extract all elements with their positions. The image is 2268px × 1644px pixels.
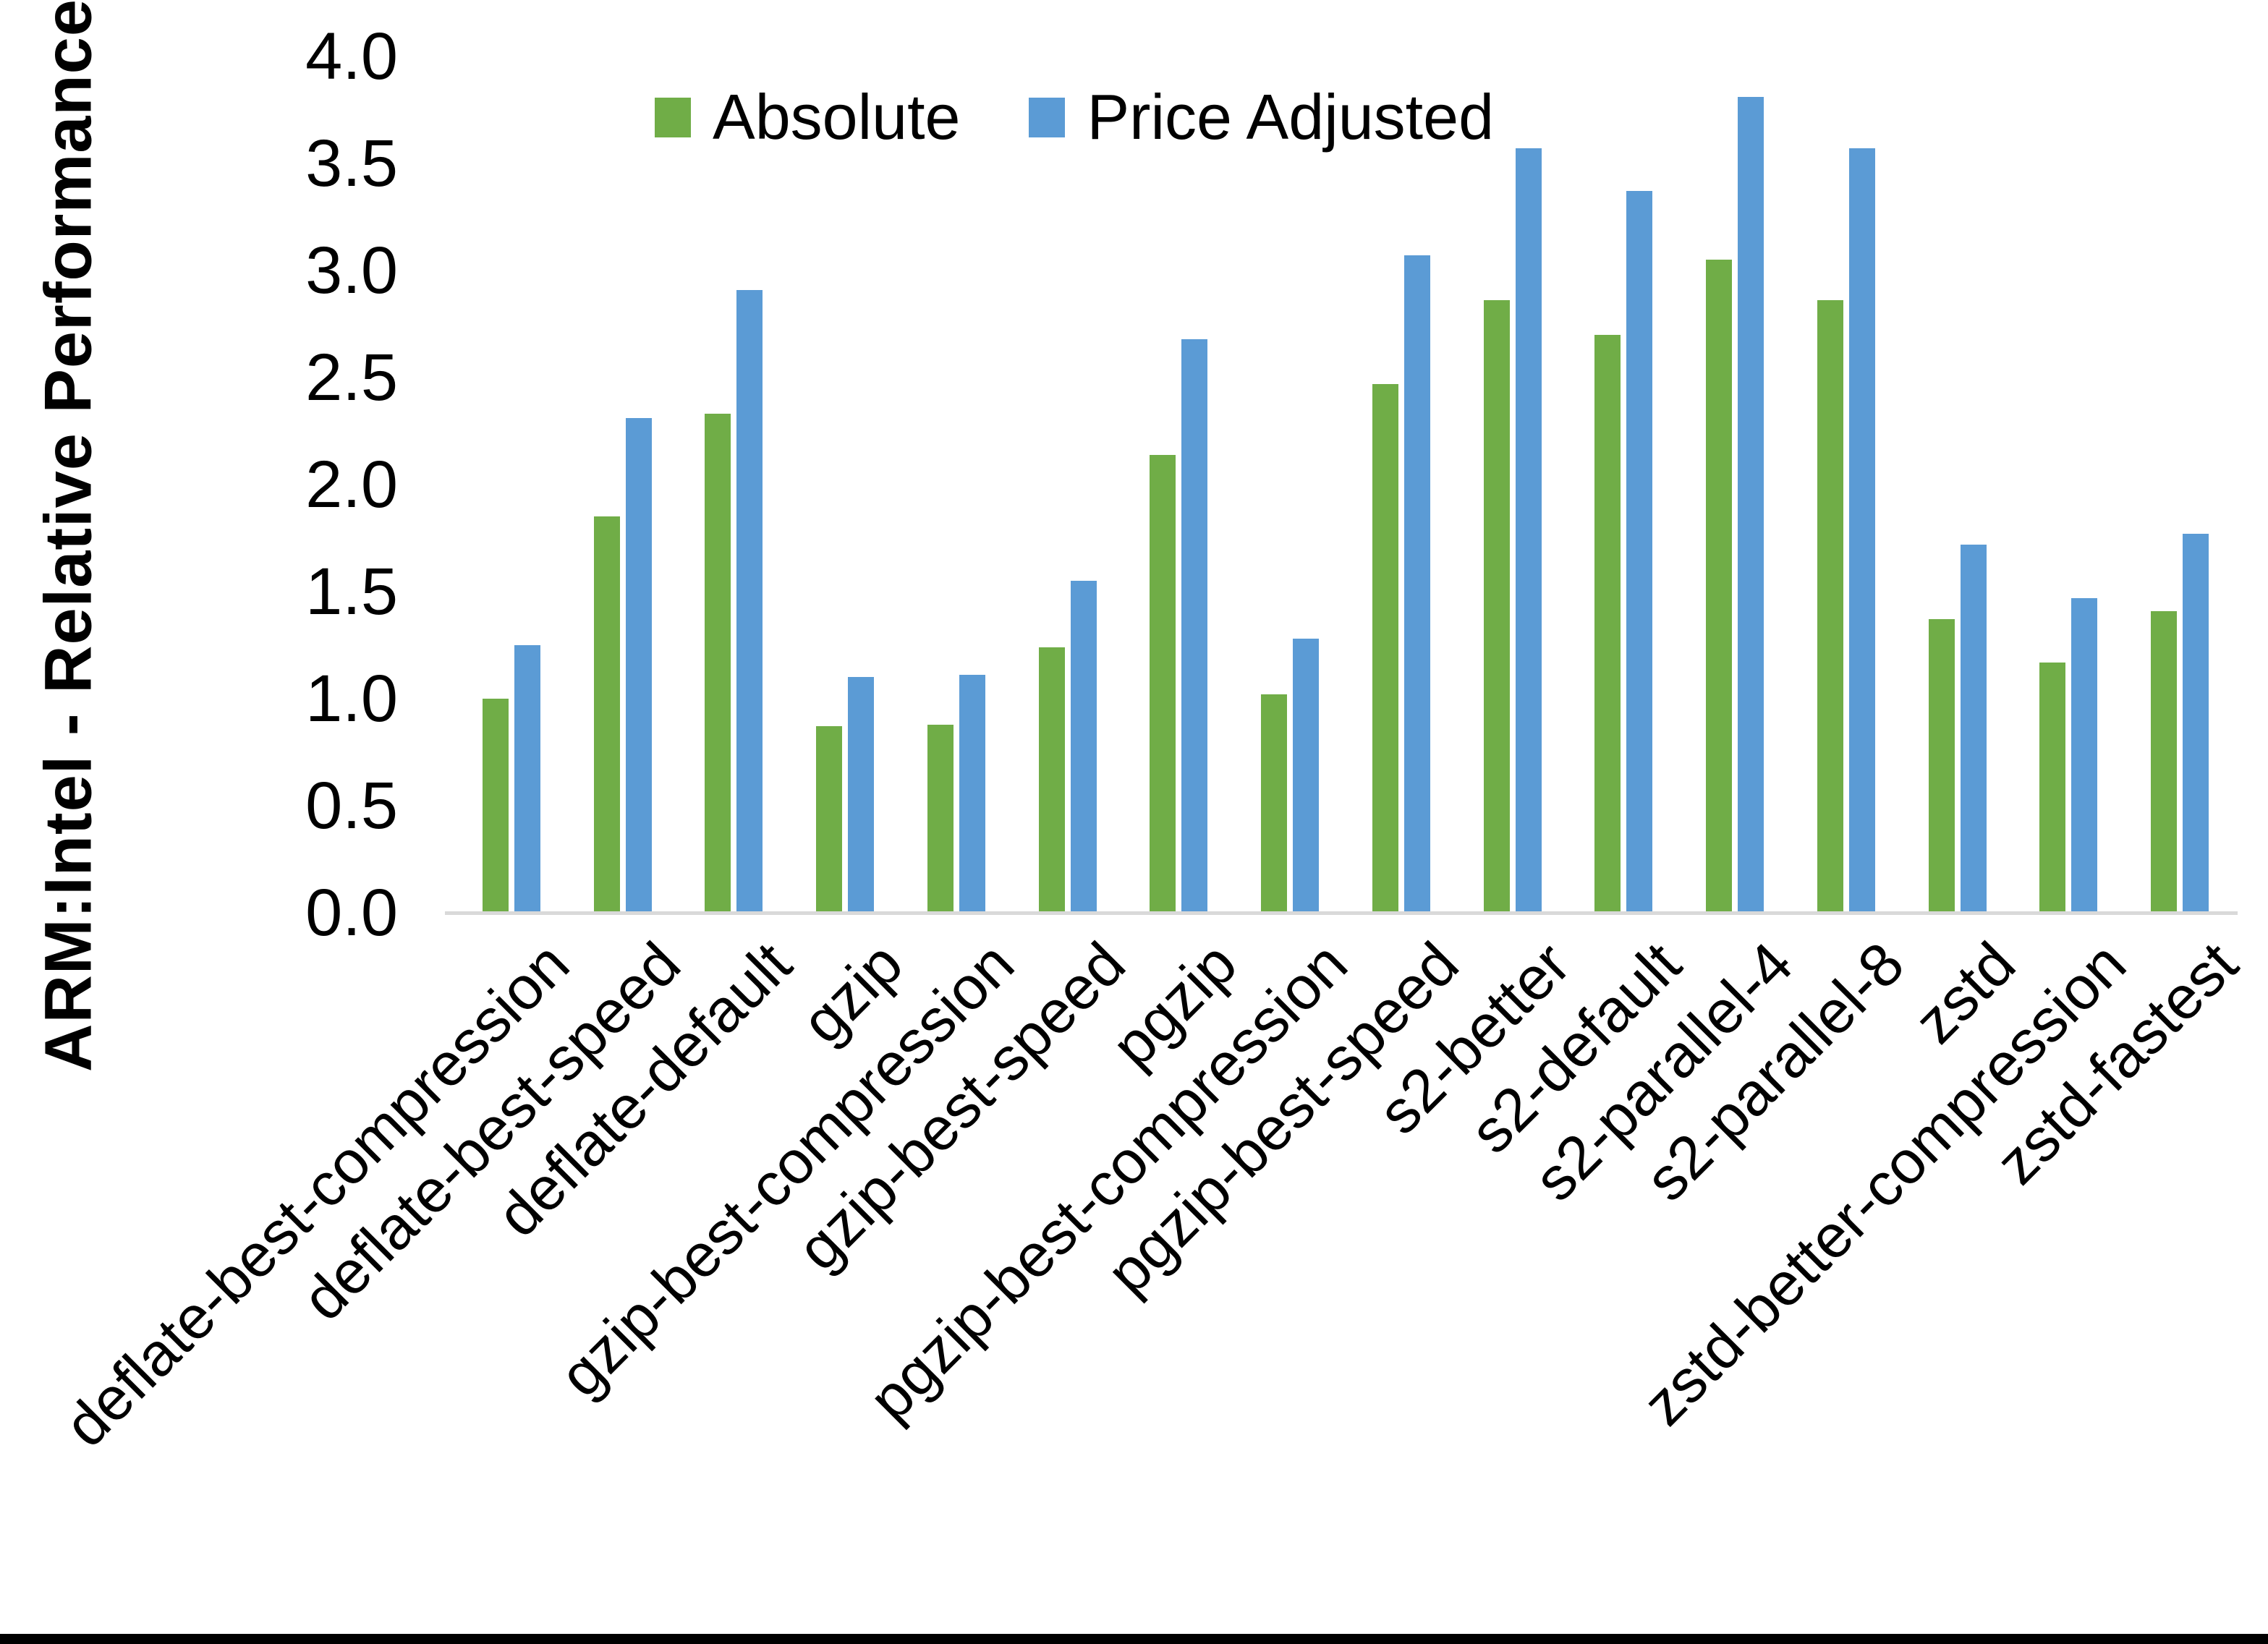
x-tick-label-text: gzip-best-compression [546, 929, 1027, 1410]
y-tick-label: 4.0 [305, 20, 398, 93]
bar-group [1234, 56, 1346, 913]
bar-price-adjusted [1626, 191, 1653, 913]
bar-absolute [593, 516, 620, 913]
x-tick-label-text: deflate-best-compression [51, 929, 582, 1460]
x-tick-label-text: pgzip-best-compression [856, 929, 1361, 1434]
x-tick-label-text: s2-parallel-8 [1631, 929, 1917, 1214]
green-swatch-icon [655, 97, 691, 137]
bar-price-adjusted [848, 677, 875, 913]
x-tick-label: s2-default [777, 929, 1694, 1166]
legend: Absolute Price Adjusted [655, 85, 1494, 149]
bar-absolute [705, 414, 731, 913]
bar-price-adjusted [2183, 534, 2209, 913]
x-tick-label-text: s2-parallel-4 [1520, 929, 1806, 1214]
x-tick-label: pgzip-best-speed [555, 929, 1471, 1307]
bar-absolute [1150, 454, 1176, 913]
x-tick-label: s2-better [666, 929, 1583, 1147]
bar-price-adjusted [1293, 639, 1320, 913]
x-tick-label: zstd [1111, 929, 2027, 1056]
bar-price-adjusted [1515, 148, 1542, 913]
bar-price-adjusted [625, 418, 652, 913]
x-tick-label-text: pgzip [1098, 929, 1249, 1081]
bar-absolute [1261, 694, 1288, 913]
y-tick-label: 1.5 [305, 555, 398, 629]
bar-group [789, 56, 901, 913]
x-tick-label-text: zstd [1900, 929, 2028, 1057]
bar-price-adjusted [514, 645, 540, 913]
bar-absolute [1483, 300, 1510, 913]
x-tick-label: pgzip [332, 929, 1249, 1080]
x-tick-label-text: s2-default [1457, 929, 1694, 1167]
bar-group [1902, 56, 2013, 913]
y-tick-label: 0.0 [305, 876, 398, 950]
bar-group [1791, 56, 1902, 913]
x-tick-label-text: gzip [788, 929, 916, 1057]
bar-group [1457, 56, 1568, 913]
x-tick-label: gzip [0, 929, 915, 1056]
bar-absolute [482, 699, 509, 913]
x-tick-label-text: deflate-best-speed [289, 929, 693, 1334]
bar-absolute [1594, 334, 1621, 913]
bar-group [456, 56, 567, 913]
x-tick-label: zstd-better-compression [1222, 929, 2139, 1439]
bar-absolute [1372, 383, 1398, 913]
bar-price-adjusted [1181, 338, 1208, 913]
bar-group [1679, 56, 1791, 913]
x-tick-label: pgzip-best-compression [443, 929, 1360, 1434]
bar-price-adjusted [1848, 148, 1875, 913]
bar-absolute [1706, 260, 1733, 913]
x-tick-label: zstd-fastest [1333, 929, 2250, 1197]
y-tick-label: 2.5 [305, 341, 398, 414]
y-tick-label: 3.5 [305, 127, 398, 200]
bar-price-adjusted [1960, 544, 1987, 913]
bar-absolute [1817, 300, 1843, 913]
plot-area [456, 56, 2235, 913]
bar-price-adjusted [736, 289, 763, 913]
bottom-border [0, 1634, 2268, 1644]
x-tick-label-text: deflate-default [483, 929, 804, 1250]
bar-group [2013, 56, 2125, 913]
y-tick-label: 2.0 [305, 448, 398, 521]
blue-swatch-icon [1029, 97, 1066, 137]
bar-group [679, 56, 790, 913]
bar-absolute [816, 726, 843, 913]
legend-label-absolute: Absolute [713, 81, 961, 153]
x-axis-line [445, 911, 2238, 915]
bar-absolute [927, 724, 954, 913]
bar-absolute [2039, 662, 2066, 913]
bar-price-adjusted [1738, 97, 1764, 913]
x-tick-label: s2-parallel-8 [1000, 929, 1916, 1214]
bar-price-adjusted [959, 675, 985, 913]
bar-absolute [2151, 610, 2178, 913]
bar-group [1346, 56, 1457, 913]
x-tick-label: s2-parallel-4 [888, 929, 1805, 1214]
legend-item-price-adjusted: Price Adjusted [1029, 85, 1494, 149]
bar-group [2124, 56, 2235, 913]
bar-price-adjusted [1070, 581, 1097, 913]
bar-group [1568, 56, 1680, 913]
x-tick-label-text: s2-better [1364, 929, 1583, 1147]
x-tick-label-text: gzip-best-speed [783, 929, 1138, 1283]
y-axis-title: ARM:Intel - Relative Performance [31, 0, 106, 1072]
x-tick-label-text: zstd-fastest [1982, 929, 2251, 1197]
bar-absolute [1928, 619, 1955, 913]
bar-price-adjusted [1403, 255, 1430, 913]
x-tick-label-text: zstd-better-compression [1629, 929, 2139, 1439]
bar-group [567, 56, 679, 913]
y-tick-label: 3.0 [305, 234, 398, 307]
legend-item-absolute: Absolute [655, 85, 960, 149]
bar-group [1012, 56, 1124, 913]
bar-absolute [1038, 647, 1065, 913]
legend-label-price-adjusted: Price Adjusted [1087, 81, 1495, 153]
bar-group [1124, 56, 1235, 913]
y-tick-label: 0.5 [305, 769, 398, 843]
x-tick-label-text: pgzip-best-speed [1093, 929, 1472, 1307]
bar-group [901, 56, 1012, 913]
y-tick-label: 1.0 [305, 662, 398, 736]
bar-price-adjusted [2071, 597, 2098, 913]
